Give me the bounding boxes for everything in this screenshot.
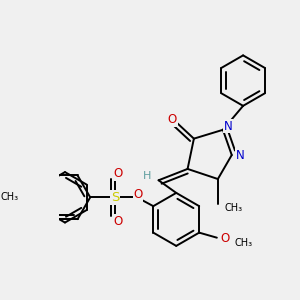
Text: O: O	[134, 188, 143, 201]
Text: O: O	[113, 167, 123, 180]
Text: O: O	[220, 232, 230, 245]
Text: O: O	[168, 113, 177, 126]
Text: CH₃: CH₃	[224, 203, 242, 213]
Text: CH₃: CH₃	[235, 238, 253, 248]
Text: O: O	[113, 215, 123, 228]
Text: N: N	[236, 148, 245, 161]
Text: CH₃: CH₃	[0, 192, 18, 202]
Text: S: S	[111, 191, 120, 204]
Text: H: H	[143, 172, 152, 182]
Text: N: N	[224, 119, 232, 133]
